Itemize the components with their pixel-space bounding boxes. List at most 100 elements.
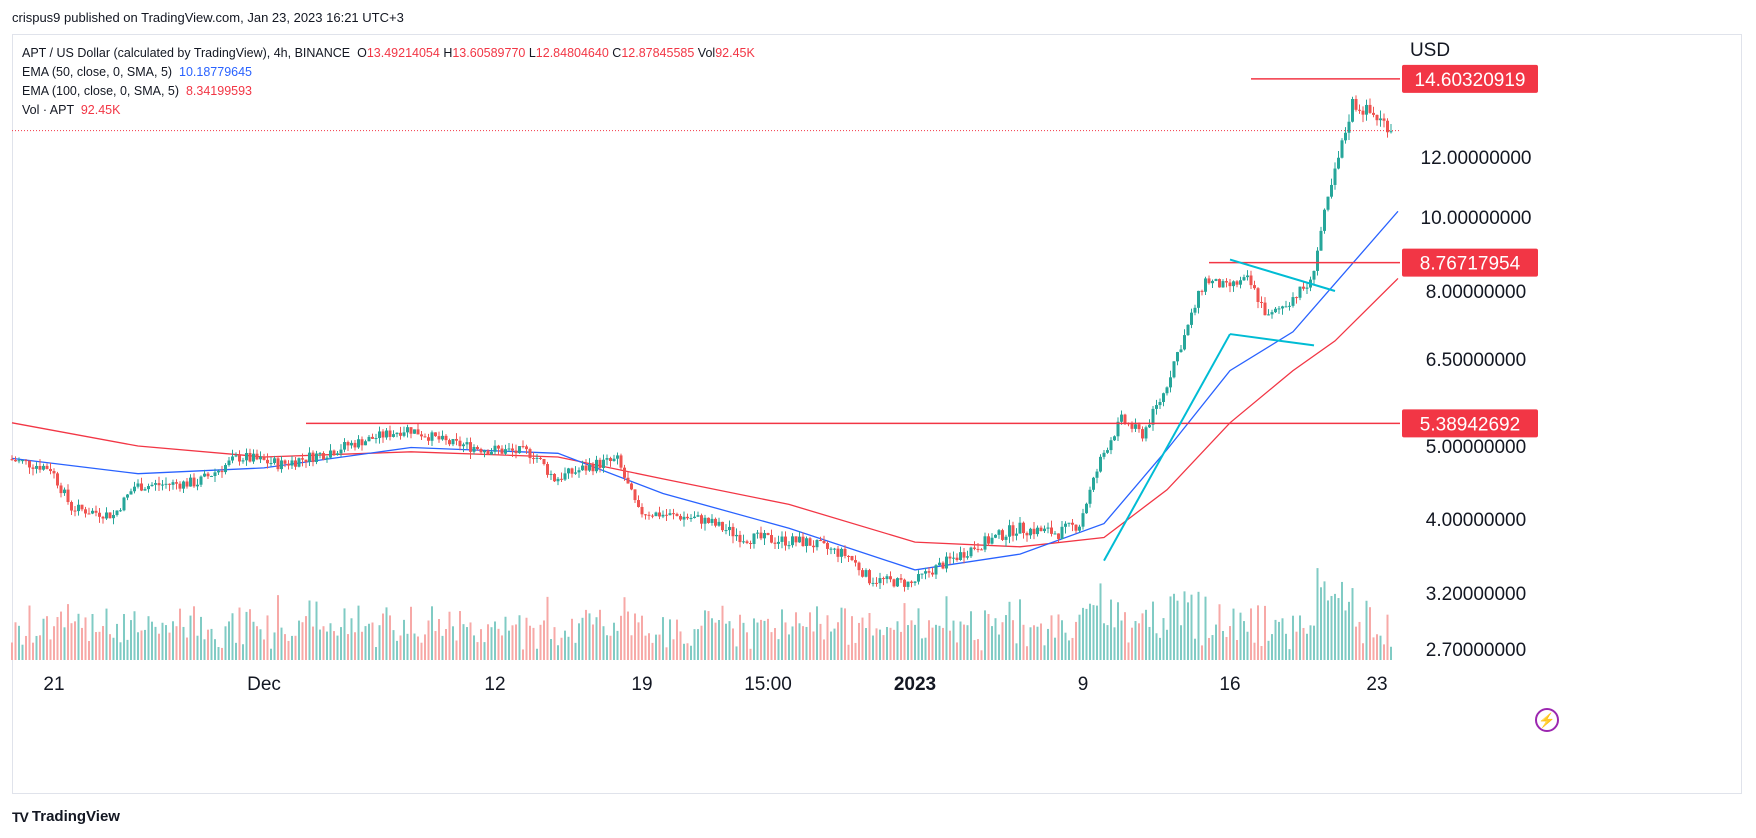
volume-bar <box>522 649 524 660</box>
volume-bar <box>655 634 657 660</box>
level-price-tag <box>1402 248 1538 277</box>
volume-bar <box>511 625 514 660</box>
volume-bar <box>1103 623 1105 660</box>
candle-body <box>1337 157 1340 169</box>
candle-body <box>136 483 140 487</box>
volume-bar <box>837 622 839 660</box>
candle-body <box>371 436 374 439</box>
x-tick-label: Dec <box>247 674 281 695</box>
legend-volume-row[interactable]: Vol · APT 92.45K <box>22 101 755 120</box>
volume-bar <box>585 609 587 660</box>
candle-body <box>679 515 682 520</box>
candle-body <box>784 536 787 546</box>
candle-body <box>1211 280 1214 284</box>
candle-body <box>1151 408 1155 425</box>
volume-bar <box>263 639 265 660</box>
candle-body <box>325 457 329 460</box>
candle-body <box>511 448 514 451</box>
candle-body <box>749 543 752 545</box>
candle-body <box>1190 312 1193 325</box>
ema50-value: 10.18779645 <box>179 65 253 79</box>
volume-bar <box>924 637 927 660</box>
volume-bar <box>249 609 251 660</box>
candle-body <box>10 459 14 461</box>
candle-body <box>1183 335 1186 350</box>
volume-bar <box>966 625 969 660</box>
candle-body <box>630 483 633 490</box>
candle-body <box>441 435 444 440</box>
volume-bar <box>1337 598 1340 660</box>
candle-body <box>70 502 73 511</box>
volume-bar <box>1323 581 1326 660</box>
candle-body <box>1130 423 1134 429</box>
candle-body <box>147 486 150 490</box>
volume-bar <box>714 622 717 660</box>
volume-bar <box>154 626 157 660</box>
symbol-title[interactable]: APT / US Dollar (calculated by TradingVi… <box>22 46 351 60</box>
candle-body <box>1011 525 1015 536</box>
candle-body <box>854 560 857 563</box>
candle-body <box>290 460 294 466</box>
candle-body <box>574 472 577 474</box>
volume-bar <box>63 627 66 660</box>
volume-bar <box>550 639 552 660</box>
volume-bar <box>1005 615 1007 660</box>
candle-body <box>462 444 465 447</box>
candle-body <box>773 542 777 544</box>
candle-body <box>518 446 521 454</box>
volume-bar <box>606 635 608 660</box>
volume-bar <box>1152 601 1154 660</box>
volume-bar <box>1068 640 1070 660</box>
candle-body <box>112 514 115 519</box>
tradingview-footer[interactable]: TV TradingView <box>12 808 120 825</box>
candle-body <box>129 491 133 495</box>
volume-bar <box>434 631 437 660</box>
candle-body <box>1277 308 1281 310</box>
volume-bar <box>515 624 517 660</box>
bolt-icon[interactable]: ⚡ <box>1535 708 1559 732</box>
volume-bar <box>728 621 731 660</box>
candle-body <box>175 482 178 484</box>
candle-body <box>1274 308 1277 313</box>
candle-body <box>570 468 574 474</box>
candle-body <box>1214 279 1218 281</box>
candle-body <box>1316 250 1319 271</box>
volume-bar <box>1208 637 1210 660</box>
volume-bar <box>207 629 209 660</box>
candle-body <box>241 460 245 462</box>
candle-body <box>1260 302 1263 304</box>
candle-body <box>654 512 658 517</box>
candle-body <box>1155 405 1158 409</box>
volume-bar <box>557 645 559 660</box>
candle-body <box>836 548 840 557</box>
volume-bar <box>140 630 143 660</box>
level-price-tag <box>1402 409 1538 438</box>
volume-bar <box>1316 568 1319 660</box>
candle-body <box>367 436 371 442</box>
volume-bar <box>704 610 706 660</box>
chart-frame[interactable] <box>12 34 1742 794</box>
candle-body <box>38 465 42 470</box>
volume-bar <box>830 631 832 660</box>
volume-bar <box>116 623 118 660</box>
volume-bar <box>1148 626 1151 660</box>
candle-body <box>150 484 154 487</box>
volume-bar <box>231 613 234 660</box>
volume-bar <box>413 633 416 660</box>
volume-bar <box>753 618 755 660</box>
candle-body <box>514 450 518 454</box>
candle-body <box>84 509 87 514</box>
volume-bar <box>1173 593 1175 660</box>
candle-body <box>311 452 315 463</box>
candle-body <box>1137 424 1141 430</box>
candle-body <box>539 457 542 459</box>
candle-body <box>31 467 35 469</box>
volume-bar <box>1341 581 1343 660</box>
legend-ema50-row[interactable]: EMA (50, close, 0, SMA, 5) 10.18779645 <box>22 63 755 82</box>
candle-body <box>714 518 717 526</box>
legend-ema100-row[interactable]: EMA (100, close, 0, SMA, 5) 8.34199593 <box>22 82 755 101</box>
candle-body <box>1232 281 1235 287</box>
candle-body <box>105 512 108 519</box>
candle-body <box>448 440 451 445</box>
